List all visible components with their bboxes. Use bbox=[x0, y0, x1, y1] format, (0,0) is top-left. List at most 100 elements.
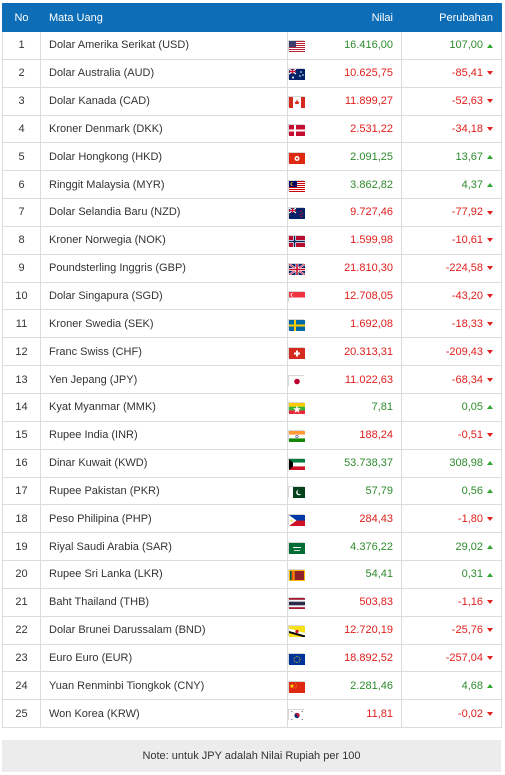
change-value: -68,34 bbox=[451, 373, 483, 386]
currency-name: Dolar Brunei Darussalam (BND) bbox=[40, 615, 288, 645]
currency-name: Kroner Norwegia (NOK) bbox=[40, 225, 288, 255]
rate-value-cell: 12.720,19 bbox=[287, 615, 402, 645]
au-flag-icon bbox=[288, 68, 305, 81]
rate-value: 3.862,82 bbox=[350, 178, 393, 191]
row-number: 11 bbox=[2, 309, 41, 339]
table-row: 8 Kroner Norwegia (NOK) 1.599,98 -10,61 bbox=[2, 225, 502, 255]
change-value: 107,00 bbox=[449, 39, 483, 52]
row-number: 23 bbox=[2, 643, 41, 673]
currency-name: Dolar Amerika Serikat (USD) bbox=[40, 31, 288, 60]
arrow-down-icon bbox=[487, 628, 493, 633]
table-row: 19 Riyal Saudi Arabia (SAR) 4.376,22 29,02 bbox=[2, 532, 502, 562]
currency-name: Dolar Australia (AUD) bbox=[40, 58, 288, 88]
table-row: 20 Rupee Sri Lanka (LKR) 54,41 0,31 bbox=[2, 560, 502, 589]
table-row: 17 Rupee Pakistan (PKR) 57,79 0,56 bbox=[2, 476, 502, 506]
rate-value: 188,24 bbox=[359, 429, 393, 442]
rate-value: 2.531,22 bbox=[350, 122, 393, 135]
rate-value: 7,81 bbox=[371, 401, 393, 414]
change-cell: -209,43 bbox=[401, 337, 502, 367]
rate-value-cell: 1.692,08 bbox=[287, 309, 402, 339]
change-cell: 308,98 bbox=[401, 448, 502, 478]
row-number: 7 bbox=[2, 198, 41, 227]
rate-value: 284,43 bbox=[359, 512, 393, 525]
arrow-up-icon bbox=[487, 683, 493, 688]
cn-flag-icon bbox=[288, 680, 305, 693]
arrow-down-icon bbox=[487, 711, 493, 716]
table-row: 3 Dolar Kanada (CAD) 11.899,27 -52,63 bbox=[2, 86, 502, 116]
us-flag-icon bbox=[288, 40, 305, 53]
rate-value: 18.892,52 bbox=[344, 651, 393, 664]
currency-name: Euro Euro (EUR) bbox=[40, 643, 288, 673]
currency-name: Rupee India (INR) bbox=[40, 420, 288, 450]
th-flag-icon bbox=[288, 597, 305, 610]
change-cell: -68,34 bbox=[401, 365, 502, 394]
change-value: -25,76 bbox=[451, 624, 483, 637]
change-cell: -10,61 bbox=[401, 225, 502, 255]
jp-flag-icon bbox=[288, 374, 305, 387]
header-no: No bbox=[2, 3, 41, 32]
rate-value: 4.376,22 bbox=[350, 540, 393, 553]
arrow-up-icon bbox=[487, 572, 493, 577]
change-cell: 4,37 bbox=[401, 170, 502, 200]
nz-flag-icon bbox=[288, 207, 305, 220]
arrow-down-icon bbox=[487, 71, 493, 76]
rate-value-cell: 284,43 bbox=[287, 504, 402, 534]
rate-value-cell: 1.599,98 bbox=[287, 225, 402, 255]
currency-name: Baht Thailand (THB) bbox=[40, 587, 288, 617]
change-value: 29,02 bbox=[455, 540, 483, 553]
change-value: -224,58 bbox=[445, 262, 483, 275]
ca-flag-icon bbox=[288, 96, 305, 109]
gb-flag-icon bbox=[288, 263, 306, 276]
row-number: 19 bbox=[2, 532, 41, 562]
rate-value-cell: 3.862,82 bbox=[287, 170, 402, 200]
arrow-down-icon bbox=[487, 210, 493, 215]
kr-flag-icon bbox=[288, 708, 305, 721]
table-row: 16 Dinar Kuwait (KWD) 53.738,37 308,98 bbox=[2, 448, 502, 478]
table-body: 1 Dolar Amerika Serikat (USD) 16.416,00 107… bbox=[2, 31, 502, 729]
change-value: -52,63 bbox=[451, 95, 483, 108]
currency-name: Dinar Kuwait (KWD) bbox=[40, 448, 288, 478]
change-cell: -257,04 bbox=[401, 643, 502, 673]
table-row: 5 Dolar Hongkong (HKD) 2.091,25 13,67 bbox=[2, 142, 502, 172]
rate-value-cell: 12.708,05 bbox=[287, 281, 402, 311]
currency-name: Yuan Renminbi Tiongkok (CNY) bbox=[40, 671, 288, 701]
row-number: 8 bbox=[2, 225, 41, 255]
row-number: 14 bbox=[2, 392, 41, 422]
change-value: -34,18 bbox=[451, 122, 483, 135]
rate-value-cell: 54,41 bbox=[287, 560, 402, 589]
pk-flag-icon bbox=[288, 485, 305, 498]
row-number: 15 bbox=[2, 420, 41, 450]
exchange-rate-table: No Mata Uang Nilai Perubahan 1 Dolar Amer… bbox=[2, 3, 502, 729]
rate-value-cell: 11.899,27 bbox=[287, 86, 402, 116]
change-cell: -85,41 bbox=[401, 58, 502, 88]
rate-value: 20.313,31 bbox=[344, 345, 393, 358]
change-value: -0,02 bbox=[457, 707, 483, 720]
table-row: 21 Baht Thailand (THB) 503,83 -1,16 bbox=[2, 587, 502, 617]
rate-value-cell: 2.281,46 bbox=[287, 671, 402, 701]
eu-flag-icon bbox=[288, 652, 305, 665]
header-change: Perubahan bbox=[401, 3, 502, 32]
row-number: 18 bbox=[2, 504, 41, 534]
change-cell: -1,16 bbox=[401, 587, 502, 617]
row-number: 25 bbox=[2, 699, 41, 729]
sg-flag-icon bbox=[288, 291, 305, 304]
arrow-up-icon bbox=[487, 154, 493, 159]
rate-value-cell: 10.625,75 bbox=[287, 58, 402, 88]
table-row: 15 Rupee India (INR) 188,24 -0,51 bbox=[2, 420, 502, 450]
change-value: -10,61 bbox=[451, 234, 483, 247]
rate-value-cell: 2.531,22 bbox=[287, 114, 402, 144]
rate-value: 16.416,00 bbox=[344, 39, 393, 52]
arrow-down-icon bbox=[487, 266, 493, 271]
bn-flag-icon bbox=[288, 625, 305, 638]
footnote: Note: untuk JPY adalah Nilai Rupiah per … bbox=[2, 740, 501, 772]
no-flag-icon bbox=[288, 235, 305, 248]
currency-name: Dolar Selandia Baru (NZD) bbox=[40, 198, 288, 227]
table-row: 22 Dolar Brunei Darussalam (BND) 12.720,19… bbox=[2, 615, 502, 645]
currency-name: Dolar Singapura (SGD) bbox=[40, 281, 288, 311]
rate-value-cell: 11.022,63 bbox=[287, 365, 402, 394]
rate-value: 57,79 bbox=[365, 484, 393, 497]
change-cell: -25,76 bbox=[401, 615, 502, 645]
change-cell: -1,80 bbox=[401, 504, 502, 534]
change-cell: 107,00 bbox=[401, 31, 502, 60]
change-value: -85,41 bbox=[451, 67, 483, 80]
